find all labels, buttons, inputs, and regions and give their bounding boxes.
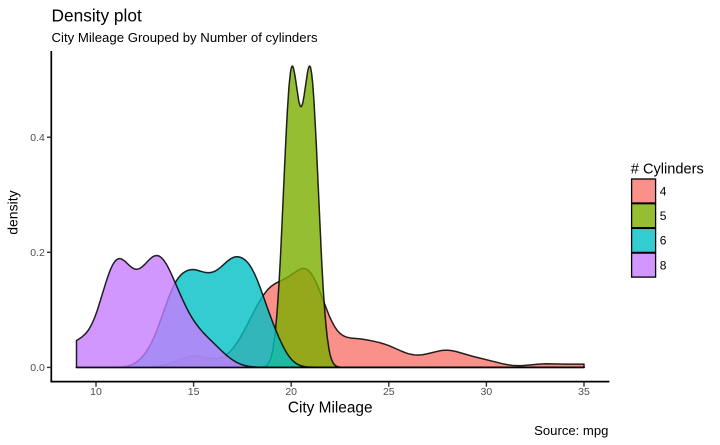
svg-text:density: density bbox=[4, 190, 20, 234]
svg-text:8: 8 bbox=[660, 258, 667, 272]
svg-text:City Mileage: City Mileage bbox=[288, 400, 373, 417]
svg-text:30: 30 bbox=[481, 386, 493, 398]
svg-text:6: 6 bbox=[660, 234, 667, 248]
svg-text:15: 15 bbox=[188, 386, 200, 398]
svg-text:# Cylinders: # Cylinders bbox=[631, 161, 704, 177]
svg-text:20: 20 bbox=[285, 386, 297, 398]
svg-text:5: 5 bbox=[660, 209, 667, 223]
svg-text:4: 4 bbox=[660, 184, 667, 198]
svg-text:10: 10 bbox=[90, 386, 102, 398]
svg-text:25: 25 bbox=[383, 386, 395, 398]
svg-text:35: 35 bbox=[578, 386, 590, 398]
svg-text:City Mileage Grouped by Number: City Mileage Grouped by Number of cylind… bbox=[52, 30, 318, 45]
svg-text:0.4: 0.4 bbox=[30, 132, 45, 144]
svg-text:Density plot: Density plot bbox=[52, 6, 142, 26]
svg-text:Source: mpg: Source: mpg bbox=[534, 423, 608, 438]
svg-text:0.0: 0.0 bbox=[30, 362, 45, 374]
svg-text:0.2: 0.2 bbox=[30, 247, 45, 259]
